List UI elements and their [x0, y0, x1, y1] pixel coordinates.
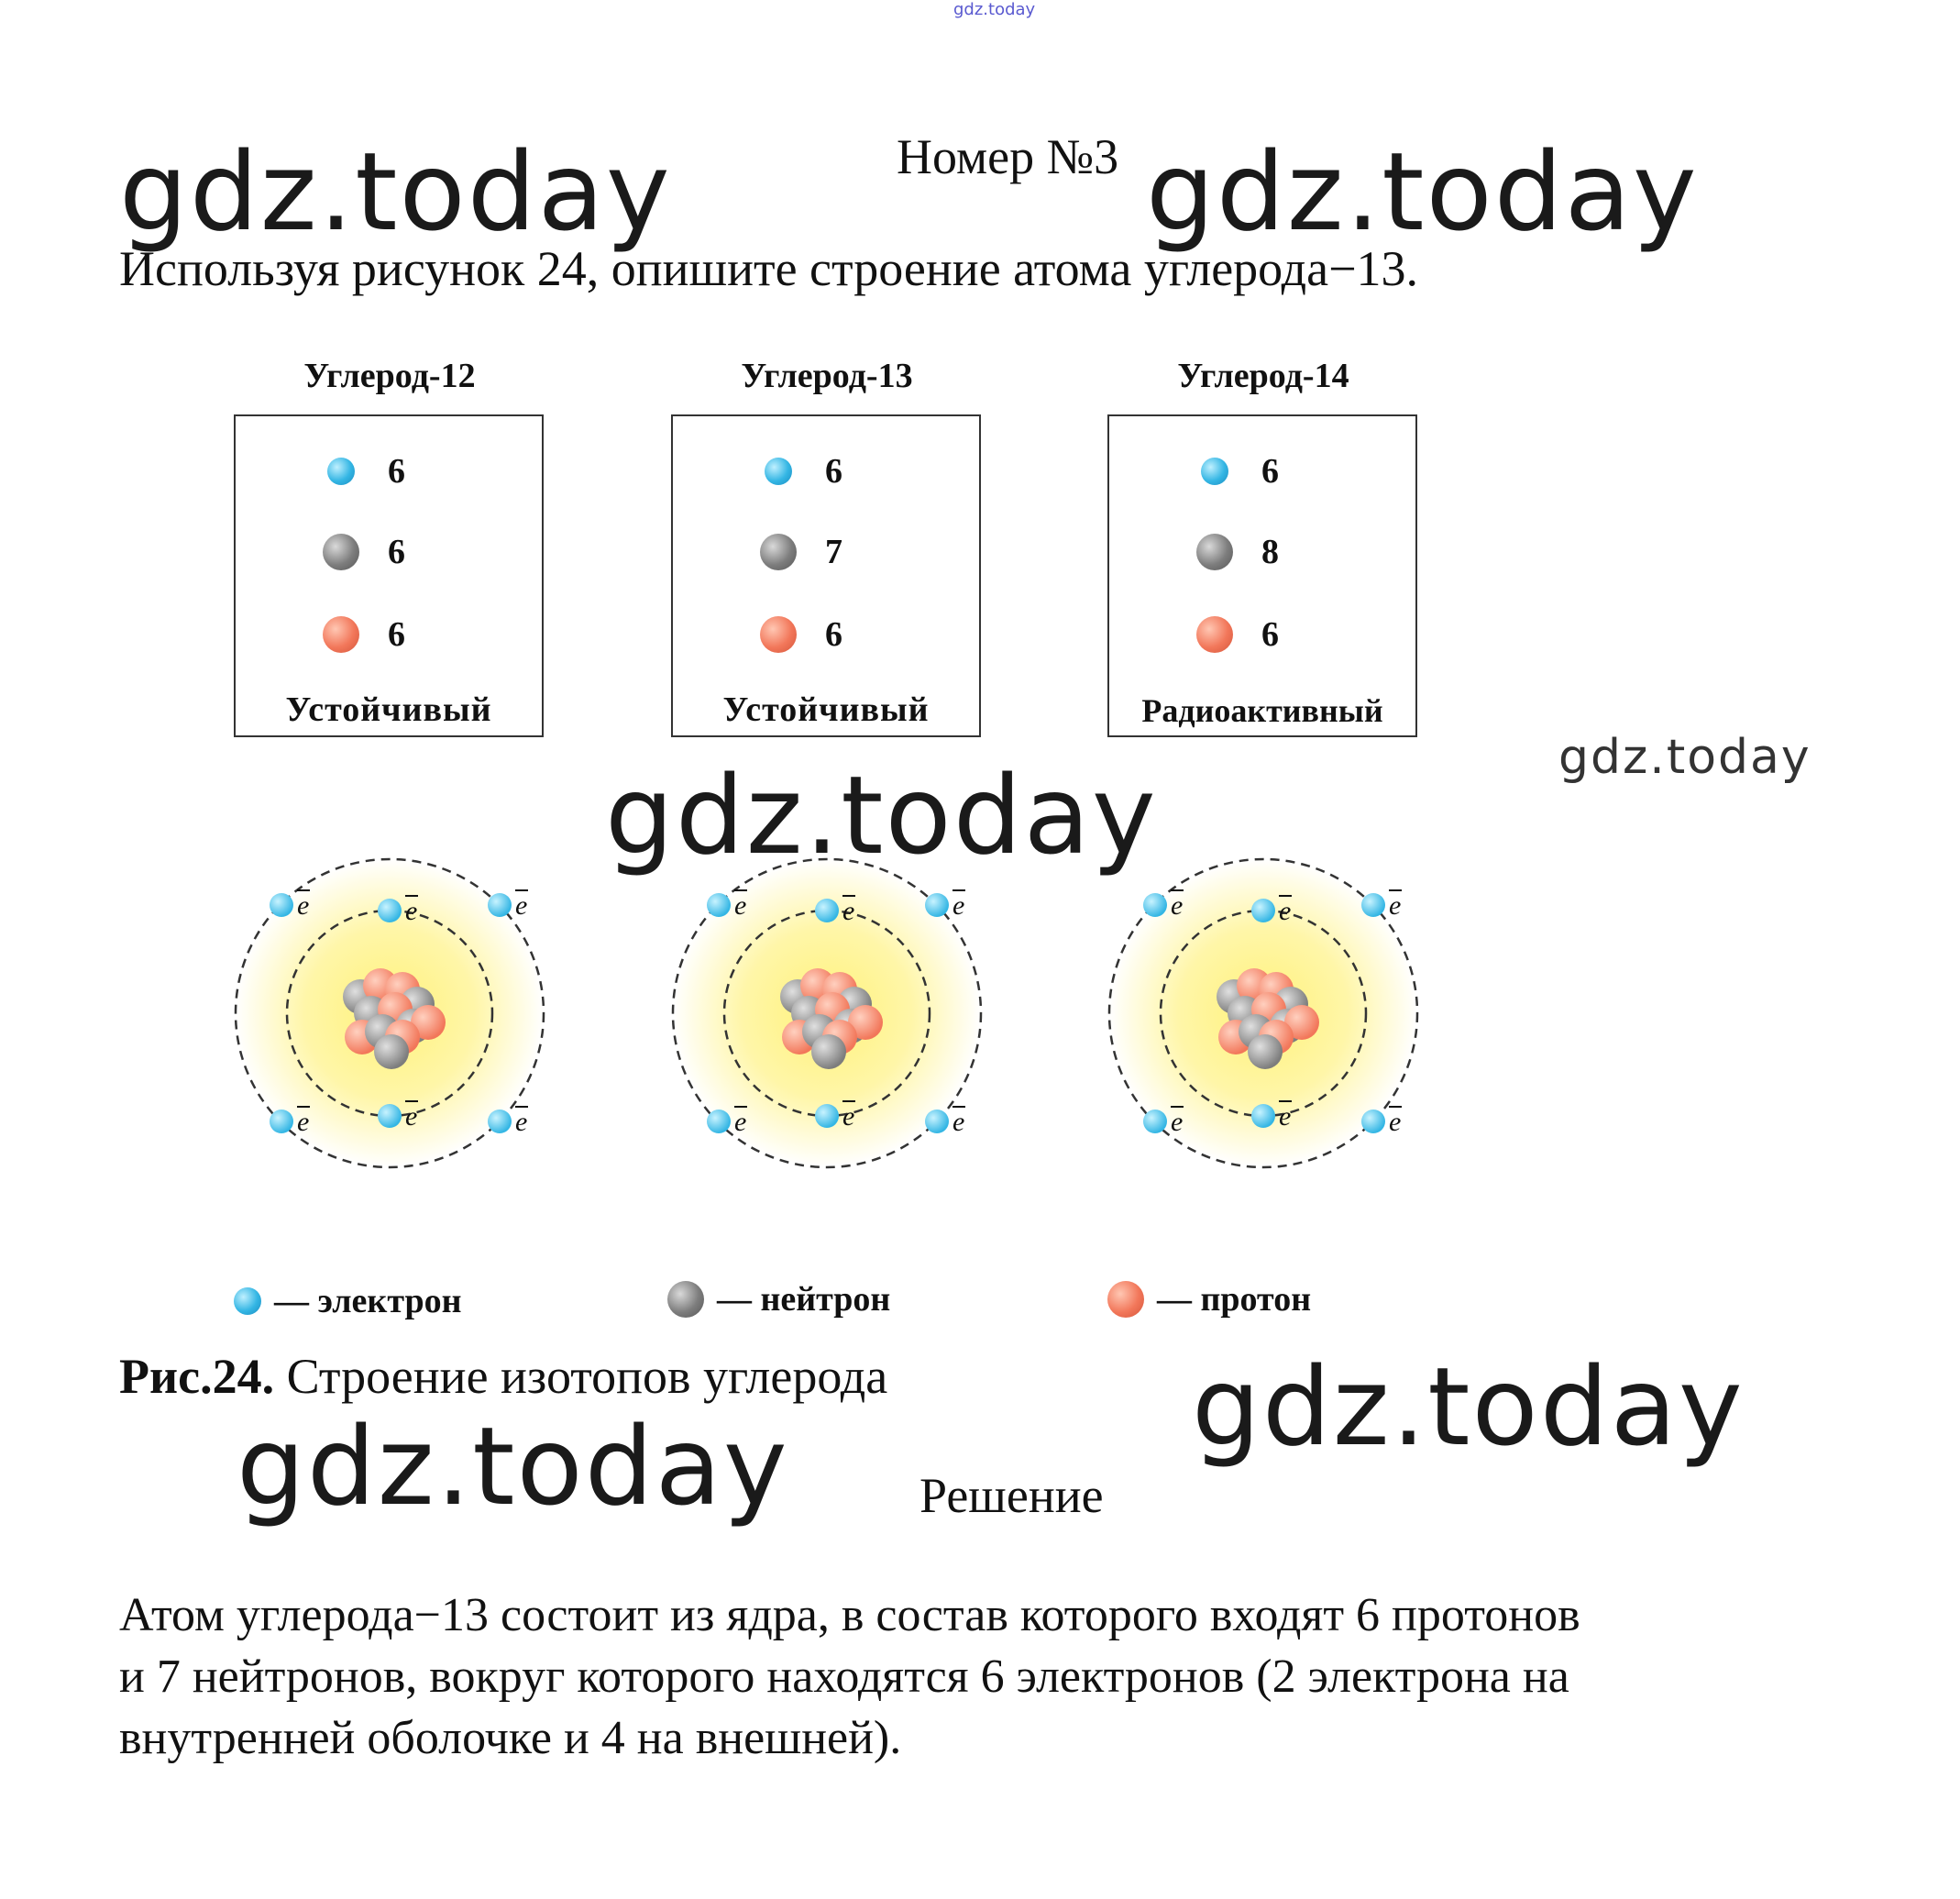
- electron-symbol: e: [734, 1107, 746, 1137]
- legend-neutron-label: — нейтрон: [717, 1280, 891, 1319]
- solution-line: и 7 нейтронов, вокруг которого находятся…: [119, 1651, 1569, 1703]
- electron-symbol: e: [405, 1101, 417, 1132]
- proton-icon: [760, 616, 797, 653]
- electron-symbol: e: [842, 896, 854, 926]
- electron: [270, 893, 293, 917]
- legend-electron: — электрон: [234, 1281, 461, 1321]
- proton: [1284, 1005, 1319, 1040]
- proton: [848, 1005, 883, 1040]
- electron: [707, 893, 731, 917]
- electron-symbol: e: [1171, 1107, 1183, 1137]
- proton-count: 6: [825, 615, 842, 654]
- electron: [378, 899, 402, 922]
- isotope-card: 6 7 6 Устойчивый: [671, 414, 981, 737]
- electron: [815, 1104, 839, 1128]
- watermark: gdz.today: [237, 1403, 789, 1529]
- electron-symbol: e: [1389, 1107, 1401, 1137]
- electron-symbol: e: [734, 890, 746, 921]
- neutron: [1248, 1034, 1283, 1069]
- solution-text: Атом углерода−13 состоит из ядра, в сост…: [119, 1584, 1580, 1769]
- electron-symbol: e: [515, 890, 527, 921]
- electron: [1251, 899, 1275, 922]
- isotope-title: Углерод-13: [741, 357, 913, 395]
- watermark: gdz.today: [1192, 1343, 1745, 1470]
- electron: [925, 893, 949, 917]
- neutron: [811, 1034, 846, 1069]
- electron: [1361, 893, 1385, 917]
- electron: [270, 1110, 293, 1133]
- neutron-count: 6: [388, 533, 405, 571]
- neutron-count: 7: [825, 533, 842, 571]
- legend-proton-label: — протон: [1157, 1280, 1312, 1319]
- neutron-icon: [323, 534, 359, 570]
- electron-symbol: e: [1279, 1101, 1291, 1132]
- stability-label: Радиоактивный: [1141, 692, 1383, 729]
- electron-icon: [1201, 458, 1228, 485]
- figure-label: Рис.24.: [119, 1349, 275, 1404]
- electron: [378, 1104, 402, 1128]
- watermark-top: gdz.today: [953, 0, 1036, 19]
- electron-symbol: e: [1279, 896, 1291, 926]
- electron: [1143, 1110, 1167, 1133]
- figure-caption-text: Строение изотопов углерода: [286, 1349, 888, 1404]
- watermark: gdz.today: [119, 128, 672, 255]
- electron-count: 6: [1261, 452, 1279, 491]
- solution-heading: Решение: [919, 1468, 1104, 1523]
- electron-icon: [234, 1287, 261, 1315]
- electron-symbol: e: [1389, 890, 1401, 921]
- legend-electron-label: — электрон: [274, 1282, 462, 1320]
- proton-icon: [323, 616, 359, 653]
- electron-icon: [327, 458, 355, 485]
- electron-symbol: e: [842, 1101, 854, 1132]
- electron: [1361, 1110, 1385, 1133]
- electron: [488, 893, 512, 917]
- solution-line: Атом углерода−13 состоит из ядра, в сост…: [119, 1589, 1580, 1641]
- isotope-title: Углерод-14: [1177, 357, 1349, 395]
- electron-count: 6: [388, 452, 405, 491]
- electron-symbol: e: [952, 1107, 964, 1137]
- neutron-icon: [667, 1281, 704, 1318]
- watermark: gdz.today: [605, 752, 1158, 878]
- neutron-count: 8: [1261, 533, 1279, 571]
- legend-proton: — протон: [1107, 1279, 1311, 1319]
- electron: [707, 1110, 731, 1133]
- stability-label: Устойчивый: [722, 690, 930, 729]
- neutron-icon: [1196, 534, 1233, 570]
- electron-count: 6: [825, 452, 842, 491]
- legend-neutron: — нейтрон: [667, 1279, 890, 1319]
- atom-diagram: e e e e e e: [671, 857, 983, 1169]
- isotope-card: 6 8 6 Радиоактивный: [1107, 414, 1417, 737]
- electron: [488, 1110, 512, 1133]
- neutron-icon: [760, 534, 797, 570]
- stability-label: Устойчивый: [285, 690, 492, 729]
- task-text: Используя рисунок 24, опишите строение а…: [119, 241, 1419, 296]
- atom-diagram: e e e e e e: [234, 857, 545, 1169]
- proton-icon: [1107, 1281, 1144, 1318]
- solution-line: внутренней оболочке и 4 на внешней).: [119, 1712, 902, 1764]
- electron-icon: [765, 458, 792, 485]
- neutron: [374, 1034, 409, 1069]
- isotope-card: 6 6 6 Устойчивый: [234, 414, 544, 737]
- electron: [815, 899, 839, 922]
- electron: [925, 1110, 949, 1133]
- proton-count: 6: [1261, 615, 1279, 654]
- watermark: gdz.today: [1558, 730, 1811, 785]
- watermark: gdz.today: [1146, 128, 1699, 255]
- electron-symbol: e: [952, 890, 964, 921]
- electron-symbol: e: [405, 896, 417, 926]
- electron-symbol: e: [297, 890, 309, 921]
- atom-diagram: e e e e e e: [1107, 857, 1419, 1169]
- electron: [1143, 893, 1167, 917]
- figure-caption: Рис.24. Строение изотопов углерода: [119, 1348, 887, 1405]
- electron: [1251, 1104, 1275, 1128]
- electron-symbol: e: [297, 1107, 309, 1137]
- proton-icon: [1196, 616, 1233, 653]
- electron-symbol: e: [1171, 890, 1183, 921]
- number-label: Номер №3: [897, 129, 1119, 184]
- electron-symbol: e: [515, 1107, 527, 1137]
- proton: [411, 1005, 446, 1040]
- isotope-title: Углерод-12: [303, 357, 476, 395]
- proton-count: 6: [388, 615, 405, 654]
